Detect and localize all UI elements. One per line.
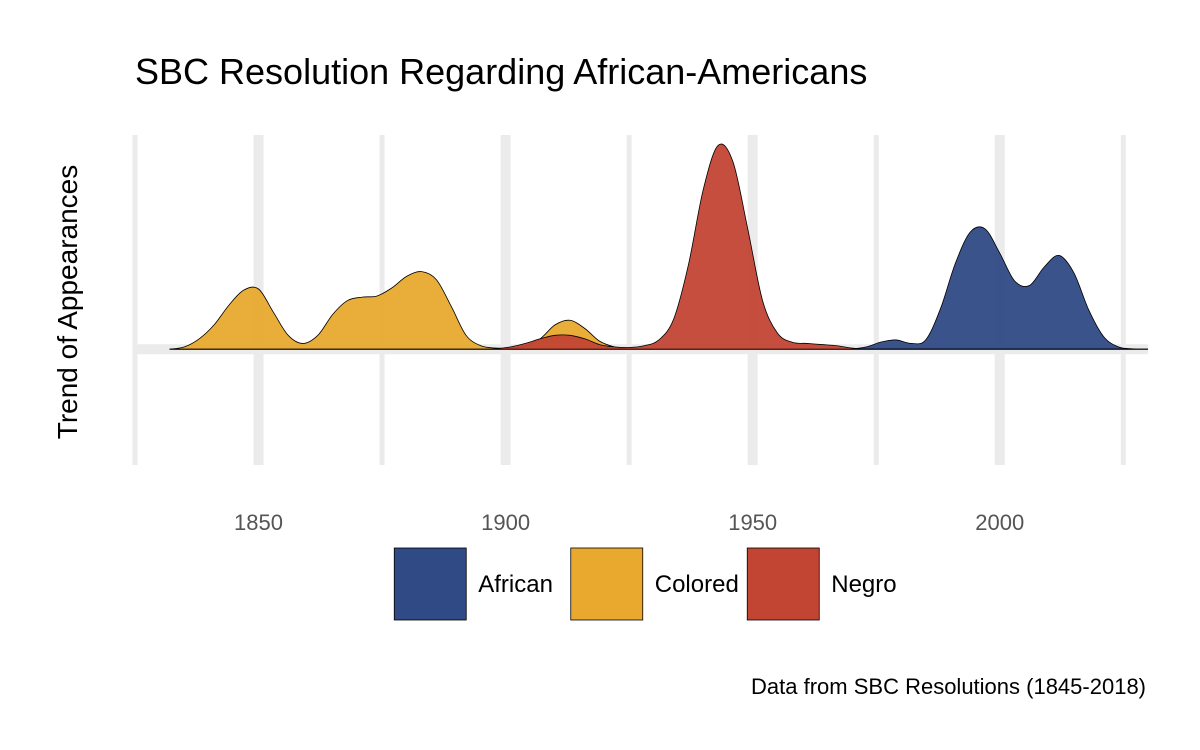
x-tick-label: 1900: [481, 510, 530, 535]
legend-label-colored: Colored: [655, 571, 739, 598]
x-tick-label: 1950: [728, 510, 777, 535]
y-axis-title: Trend of Appearances: [52, 165, 83, 439]
density-area-negro: [169, 143, 1148, 350]
legend-key-african: [393, 547, 467, 621]
x-axis-ticks: 1850 1900 1950 2000: [234, 510, 1024, 535]
legend: African Colored Negro: [393, 547, 897, 621]
x-tick-label: 1850: [234, 510, 283, 535]
chart-title: SBC Resolution Regarding African-America…: [135, 51, 867, 92]
chart-caption: Data from SBC Resolutions (1845-2018): [751, 674, 1146, 699]
legend-label-negro: Negro: [831, 571, 896, 598]
x-tick-label: 2000: [975, 510, 1024, 535]
density-areas: [169, 143, 1149, 350]
legend-key-colored: [570, 547, 644, 621]
legend-label-african: African: [478, 571, 553, 598]
legend-key-negro: [746, 547, 820, 621]
